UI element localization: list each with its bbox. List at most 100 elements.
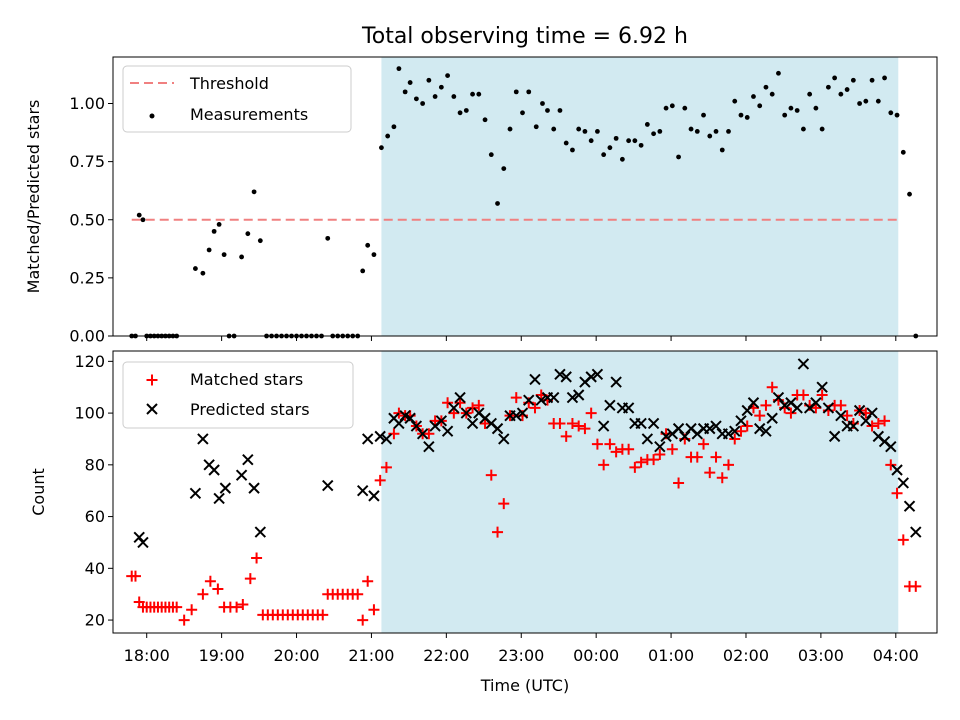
measurement-point bbox=[495, 201, 500, 206]
predicted-point bbox=[710, 420, 722, 432]
matched-point bbox=[317, 609, 329, 621]
predicted-point bbox=[548, 391, 560, 404]
predicted-point bbox=[235, 469, 248, 481]
predicted-point bbox=[647, 417, 660, 430]
observing-window-shade bbox=[381, 351, 899, 633]
y-tick-label: 20 bbox=[85, 611, 105, 630]
measurement-point bbox=[900, 149, 906, 155]
matched-point bbox=[554, 417, 566, 429]
predicted-point bbox=[248, 482, 260, 494]
x-tick-label: 22:00 bbox=[423, 646, 469, 665]
measurement-point bbox=[360, 268, 366, 274]
matched-point bbox=[710, 451, 722, 463]
matched-point bbox=[237, 599, 249, 611]
measurement-point bbox=[457, 110, 463, 116]
series-matched-stars bbox=[126, 381, 922, 626]
matched-point bbox=[560, 430, 572, 442]
ratio-panel: 0.00 0.25 0.50 0.75 1.00 Matched/Predicted s… bbox=[24, 56, 938, 346]
measurement-point bbox=[501, 166, 507, 172]
predicted-point bbox=[435, 415, 448, 427]
matched-point bbox=[897, 534, 909, 546]
predicted-point bbox=[610, 376, 622, 388]
measurement-point bbox=[193, 266, 198, 271]
measurement-point bbox=[563, 140, 569, 146]
measurement-point bbox=[907, 191, 912, 197]
matched-point bbox=[729, 433, 741, 445]
count-legend-box bbox=[122, 361, 354, 429]
measurement-point bbox=[875, 98, 881, 104]
matched-point bbox=[835, 399, 847, 411]
matched-point bbox=[691, 451, 703, 463]
measurement-point bbox=[211, 228, 217, 234]
measurement-point bbox=[844, 87, 850, 92]
measurement-point bbox=[595, 129, 600, 134]
predicted-point bbox=[566, 391, 579, 404]
legend-matched-swatch bbox=[146, 374, 158, 386]
matched-point bbox=[629, 461, 641, 473]
x-tick-label: 18:00 bbox=[124, 646, 170, 665]
count-panel-frame bbox=[112, 350, 938, 634]
measurement-point bbox=[863, 98, 869, 104]
predicted-point bbox=[754, 422, 766, 435]
measurement-point bbox=[391, 124, 397, 130]
measurement-point bbox=[245, 231, 251, 237]
predicted-point bbox=[847, 420, 860, 432]
predicted-point bbox=[722, 428, 735, 440]
matched-point bbox=[186, 604, 198, 616]
matched-point bbox=[797, 389, 809, 401]
measurement-point bbox=[819, 126, 825, 132]
predicted-point bbox=[410, 420, 423, 432]
measurement-point bbox=[526, 89, 532, 95]
predicted-point bbox=[133, 531, 145, 543]
matched-point bbox=[362, 575, 374, 587]
measurement-point bbox=[613, 135, 619, 141]
predicted-point bbox=[535, 394, 547, 406]
y-tick-label: 60 bbox=[85, 507, 105, 526]
matched-point bbox=[129, 570, 141, 582]
matched-point bbox=[654, 448, 666, 460]
measurement-point bbox=[694, 129, 700, 134]
matched-point bbox=[885, 459, 897, 471]
matched-point bbox=[910, 580, 922, 592]
x-tick-label: 01:00 bbox=[648, 646, 694, 665]
matched-point bbox=[573, 420, 585, 432]
count-legend: Matched stars Predicted stars bbox=[122, 361, 354, 429]
legend-predicted-label: Predicted stars bbox=[190, 400, 310, 419]
measurement-point bbox=[832, 75, 838, 81]
measurement-point bbox=[769, 91, 775, 97]
measurement-point bbox=[513, 89, 519, 95]
measurement-point bbox=[713, 129, 719, 134]
measurement-point bbox=[813, 105, 819, 111]
predicted-point bbox=[635, 417, 647, 430]
measurement-point bbox=[570, 147, 575, 153]
legend-matched-label: Matched stars bbox=[190, 370, 303, 389]
matched-point bbox=[735, 425, 747, 437]
measurement-point bbox=[801, 126, 806, 132]
legend-measurements-swatch bbox=[149, 113, 155, 119]
predicted-point bbox=[137, 536, 149, 549]
predicted-point bbox=[368, 490, 380, 502]
predicted-point bbox=[885, 441, 897, 453]
measurement-point bbox=[782, 112, 788, 118]
measurement-point bbox=[379, 145, 384, 151]
matched-point bbox=[623, 443, 635, 455]
matched-point bbox=[479, 417, 491, 429]
matched-point bbox=[673, 477, 685, 489]
figure-title: Total observing time = 6.92 h bbox=[361, 24, 688, 49]
legend-predicted-swatch bbox=[146, 403, 158, 415]
y-tick-label: 0.75 bbox=[69, 152, 105, 171]
measurement-point bbox=[420, 101, 426, 106]
matched-point bbox=[648, 454, 660, 466]
predicted-point bbox=[380, 433, 393, 445]
measurement-point bbox=[638, 142, 644, 148]
predicted-point bbox=[760, 425, 772, 437]
ratio-legend: Threshold Measurements bbox=[122, 65, 352, 133]
predicted-point bbox=[454, 391, 466, 404]
measurement-point bbox=[869, 77, 875, 83]
measurement-point bbox=[407, 80, 413, 85]
predicted-point bbox=[828, 430, 841, 443]
measurement-point bbox=[545, 108, 550, 113]
ratio-legend-box bbox=[122, 65, 352, 133]
predicted-point bbox=[242, 453, 254, 466]
predicted-point bbox=[510, 409, 522, 422]
